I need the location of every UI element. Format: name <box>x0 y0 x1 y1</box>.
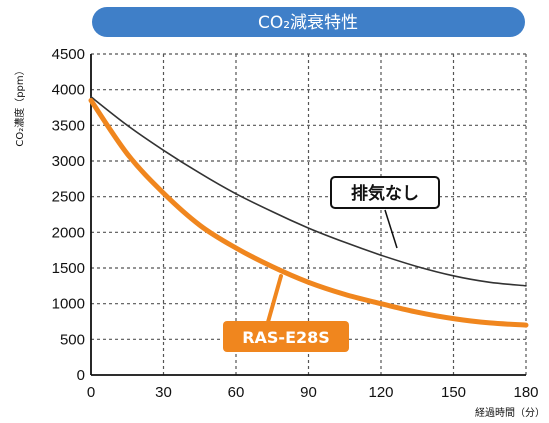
series-line-ras-e28s <box>88 97 529 328</box>
callout-no-exhaust-leader <box>384 209 398 249</box>
callout-no-exhaust: 排気なし <box>330 176 440 249</box>
x-tick-label: 180 <box>513 384 538 401</box>
y-tick-label: 1500 <box>52 260 85 277</box>
axes <box>90 54 526 376</box>
y-tick-label: 0 <box>77 367 85 384</box>
series-line-no-exhaust <box>90 96 527 287</box>
y-tick-label: 2000 <box>52 224 85 241</box>
callout-ras-e28s-leader <box>266 274 283 324</box>
x-tick-label: 60 <box>228 384 245 401</box>
callout-ras-e28s-label: RAS-E28S <box>242 328 330 347</box>
chart-title: CO₂減衰特性 <box>258 13 358 33</box>
y-tick-label: 3500 <box>52 117 85 134</box>
x-axis-label: 経過時間（分） <box>475 406 545 419</box>
y-tick-labels: 0 500 1000 1500 2000 2500 3000 3500 4000 4500 <box>52 46 85 384</box>
y-tick-label: 1000 <box>52 296 85 313</box>
y-tick-label: 2500 <box>52 189 85 206</box>
y-axis-label: CO₂濃度（ppm） <box>13 65 26 146</box>
x-tick-label: 30 <box>155 384 172 401</box>
x-tick-label: 0 <box>87 384 95 401</box>
x-tick-labels: 0 30 60 90 120 150 180 <box>87 384 539 401</box>
y-tick-label: 4000 <box>52 82 85 99</box>
callout-no-exhaust-label: 排気なし <box>351 183 419 204</box>
x-tick-label: 150 <box>441 384 466 401</box>
y-tick-label: 500 <box>60 331 85 348</box>
callout-ras-e28s: RAS-E28S <box>223 274 349 352</box>
series-lines <box>88 96 529 328</box>
callout-ras-e28s-box <box>223 321 349 352</box>
x-tick-label: 120 <box>368 384 393 401</box>
y-tick-label: 4500 <box>52 46 85 63</box>
title-banner <box>92 7 525 37</box>
y-tick-label: 3000 <box>52 153 85 170</box>
callout-no-exhaust-box <box>330 176 440 209</box>
x-tick-label: 90 <box>300 384 317 401</box>
